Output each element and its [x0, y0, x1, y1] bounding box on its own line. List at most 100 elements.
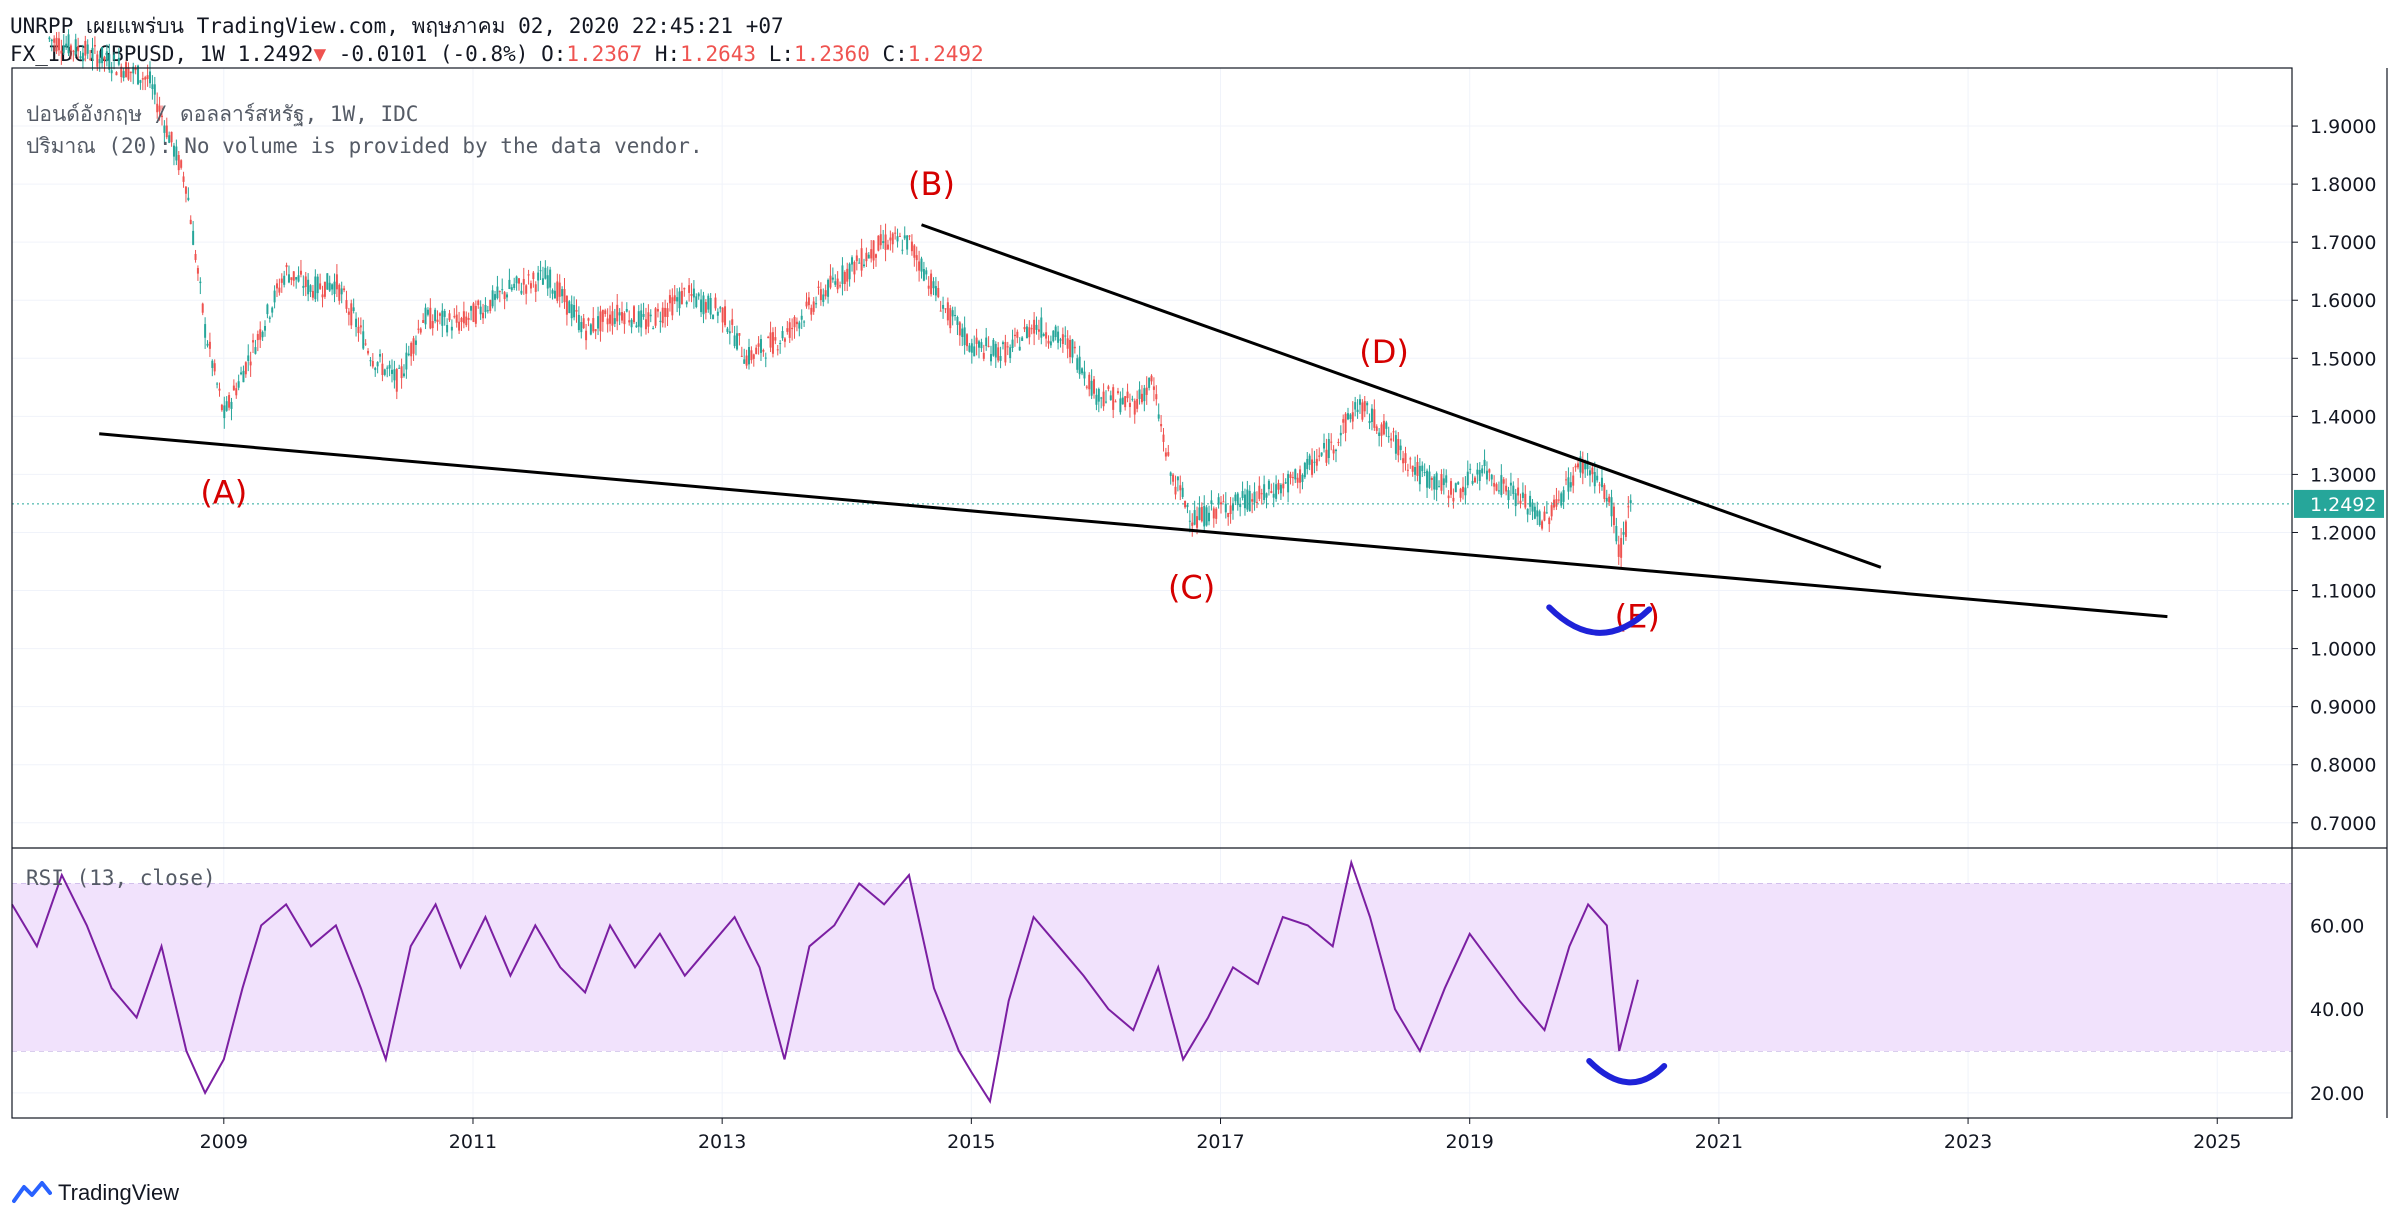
candle — [769, 332, 772, 348]
candle — [853, 261, 856, 275]
candle — [1569, 482, 1572, 488]
candle — [1550, 505, 1553, 517]
candle — [702, 295, 705, 315]
candle — [1006, 346, 1009, 348]
candle — [1370, 408, 1373, 422]
candle — [352, 307, 355, 311]
trendlines[interactable] — [99, 223, 2168, 619]
candle — [1584, 461, 1587, 470]
brand-label: TradingView — [58, 1180, 180, 1205]
candle — [235, 388, 238, 396]
candle — [386, 367, 389, 369]
candle — [1035, 324, 1038, 330]
candle — [855, 255, 858, 262]
candle — [101, 47, 104, 64]
candle — [302, 285, 305, 288]
candle — [1076, 358, 1079, 370]
candle — [1001, 342, 1004, 345]
candle — [91, 47, 94, 60]
candle — [1318, 455, 1321, 457]
candle — [117, 57, 120, 65]
candle — [759, 339, 762, 353]
candle — [585, 330, 588, 341]
candle — [1128, 402, 1131, 408]
candle — [1057, 331, 1060, 343]
candle — [939, 310, 942, 312]
candle — [1579, 456, 1582, 473]
rsi-legend: RSI (13, close) — [26, 866, 216, 890]
candle — [247, 355, 250, 361]
candle — [1299, 469, 1302, 483]
candle — [946, 302, 949, 321]
candle — [661, 307, 664, 324]
wave-label: (D) — [1359, 333, 1409, 371]
symbol-label[interactable]: FX_IDC:GBPUSD, 1W 1.2492 — [10, 42, 314, 66]
candle — [477, 300, 480, 306]
candle — [937, 287, 940, 298]
candle — [98, 59, 101, 64]
candle — [446, 324, 449, 333]
candle — [331, 284, 334, 290]
candle — [1627, 506, 1630, 508]
candle — [340, 288, 343, 295]
candle — [1397, 438, 1400, 456]
candle — [1423, 471, 1426, 474]
candle — [513, 283, 516, 288]
candle — [640, 310, 643, 328]
candle — [381, 363, 384, 375]
candle — [391, 369, 393, 374]
candle — [431, 321, 434, 329]
candle — [1500, 475, 1503, 495]
trendline — [921, 223, 1882, 569]
candle — [1612, 506, 1615, 526]
chart-canvas[interactable]: (A)(B)(C)(D)(E) 1.90001.80001.70001.6000… — [0, 0, 2393, 1180]
candle — [1143, 388, 1146, 402]
candle — [1033, 319, 1036, 334]
candle — [1160, 423, 1163, 427]
candle — [604, 310, 607, 315]
candle — [96, 54, 99, 67]
candle — [599, 311, 602, 332]
candle — [901, 249, 904, 251]
candle — [237, 381, 240, 388]
candle — [187, 197, 190, 201]
candle — [750, 350, 753, 361]
candle — [323, 281, 326, 297]
candle — [570, 304, 573, 319]
candle — [1167, 452, 1170, 456]
candle — [573, 305, 576, 318]
candle — [1246, 489, 1249, 510]
tradingview-brand[interactable]: TradingView — [12, 1180, 179, 1206]
candle — [314, 276, 317, 300]
candle — [307, 279, 310, 295]
candle — [199, 281, 202, 284]
candle — [934, 286, 937, 296]
candle — [105, 51, 108, 61]
volume-legend: ปริมาณ (20): No volume is provided by th… — [26, 134, 703, 158]
candle — [367, 350, 370, 354]
wave-annotations[interactable]: (A)(B)(C)(D)(E) — [200, 165, 1668, 1086]
publish-info: UNRPP เผยแพร่บน TradingView.com, พฤษภาคม… — [10, 14, 784, 38]
candle — [1013, 334, 1016, 337]
candle — [86, 44, 89, 54]
candle — [795, 321, 798, 325]
candle — [1505, 485, 1508, 492]
candle — [1387, 436, 1390, 438]
candle — [958, 322, 961, 336]
candle — [1629, 500, 1632, 504]
candle — [1560, 493, 1563, 506]
candle — [613, 318, 616, 324]
candle — [1095, 394, 1098, 405]
candle — [963, 327, 966, 346]
candle — [805, 301, 808, 307]
candle — [1023, 326, 1026, 330]
candle — [688, 285, 691, 293]
candle — [151, 84, 154, 90]
candle — [1404, 453, 1407, 464]
candle — [1600, 477, 1603, 488]
candle — [491, 290, 494, 307]
candle — [1473, 477, 1476, 483]
candle — [400, 366, 403, 379]
candle — [1485, 470, 1488, 480]
candle — [1124, 396, 1127, 408]
